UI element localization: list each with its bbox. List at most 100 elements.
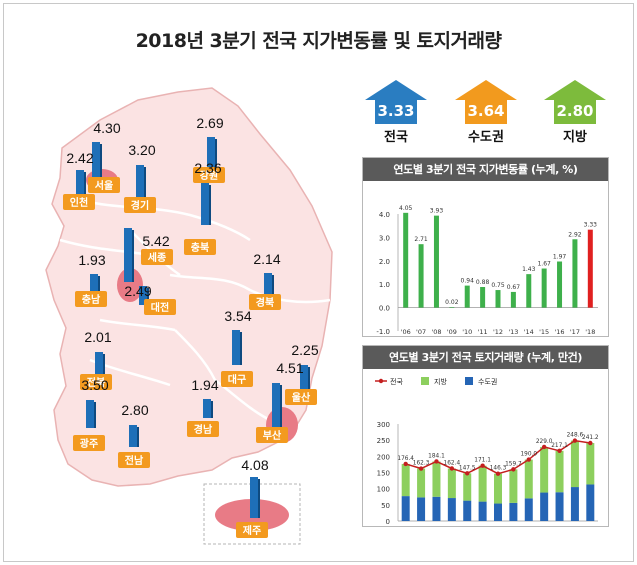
region-value: 5.42 xyxy=(142,233,169,249)
total-point xyxy=(526,457,531,462)
region-label-bg xyxy=(144,299,176,315)
total-point xyxy=(465,471,470,476)
region-label-bg xyxy=(80,374,112,390)
region-bar xyxy=(203,399,211,418)
summary-capital: 3.64 수도권 xyxy=(455,80,525,150)
bar-local xyxy=(586,443,595,485)
region-value: 2.14 xyxy=(253,251,280,267)
data-label: 1.97 xyxy=(553,254,567,261)
y-tick-label: 0.0 xyxy=(379,305,390,313)
x-tick-label: '16 xyxy=(555,525,565,526)
region-value: 2.80 xyxy=(121,402,148,418)
data-label: 190.0 xyxy=(520,452,537,458)
total-point xyxy=(480,463,485,468)
region-bar xyxy=(272,383,280,427)
region-bar xyxy=(136,165,144,200)
region-label: 서울 xyxy=(95,179,113,192)
x-tick-label: '13 xyxy=(508,525,518,526)
region-label: 광주 xyxy=(80,438,98,450)
data-label: 1.43 xyxy=(522,266,536,273)
region-label-bg xyxy=(75,291,107,307)
legend-swatch xyxy=(465,377,473,385)
region-bar-side xyxy=(100,144,102,188)
data-label: 159.7 xyxy=(505,461,522,467)
total-point xyxy=(541,444,547,450)
bar-local xyxy=(463,473,472,501)
region-value: 3.50 xyxy=(81,377,108,393)
legend-label: 전국 xyxy=(390,377,403,386)
region-label-bg xyxy=(124,197,156,213)
region-bar xyxy=(124,228,132,282)
y-tick-label: 200 xyxy=(377,453,390,461)
bar xyxy=(464,285,470,308)
y-tick-label: 4.0 xyxy=(379,211,390,219)
summary-national: 3.33 전국 xyxy=(365,80,435,150)
total-point xyxy=(403,461,408,467)
x-tick-label: '08 xyxy=(431,525,441,526)
region-bar xyxy=(300,365,308,402)
region-bar-side xyxy=(258,479,260,518)
region-marker-6: 5.42 세종 xyxy=(124,228,173,282)
data-label: 2.71 xyxy=(414,236,428,243)
bar-capital xyxy=(509,502,518,521)
bar-local xyxy=(555,450,564,493)
region-bar-side xyxy=(84,172,86,195)
bar-local xyxy=(540,446,549,493)
region-label: 충남 xyxy=(82,293,101,306)
region-value: 1.93 xyxy=(78,252,105,268)
land-trade-chart: 전국 지방 수도권 300 250 200 150 100 50 0 '06 '07 '08 '09 '10… xyxy=(375,377,599,526)
data-label: 217.1 xyxy=(551,443,568,449)
bar-capital xyxy=(570,487,579,521)
data-label: 162.4 xyxy=(444,460,461,466)
region-value: 1.94 xyxy=(191,377,218,393)
bar xyxy=(572,239,578,308)
region-label: 울산 xyxy=(292,391,311,404)
region-label: 전북 xyxy=(87,376,105,389)
region-bar xyxy=(139,286,147,305)
bar xyxy=(480,287,486,308)
y-tick-label: -1.0 xyxy=(376,328,390,336)
bar-capital xyxy=(417,497,426,521)
x-tick-label: '17 xyxy=(570,525,580,526)
data-label: 229.0 xyxy=(536,439,553,445)
data-label: 171.1 xyxy=(474,458,491,464)
bar-capital xyxy=(586,484,595,521)
summary-value: 3.33 xyxy=(377,102,415,120)
region-label-bg xyxy=(184,239,216,255)
region-label-bg xyxy=(141,249,173,265)
y-tick-label: 100 xyxy=(377,486,390,494)
region-label: 전남 xyxy=(125,454,144,467)
total-point xyxy=(511,467,516,472)
region-bar xyxy=(201,183,209,225)
data-label: 3.93 xyxy=(430,208,444,215)
summary-local: 2.80 지방 xyxy=(544,80,614,150)
land-price-chart: 4.0 3.0 2.0 1.0 0.0 -1.0 4.05 '06 2.71 '07 3.93 '08… xyxy=(376,205,598,336)
region-bar-side xyxy=(147,288,149,305)
region-value: 2.01 xyxy=(84,329,111,345)
region-marker-11: 3.54 대구 xyxy=(221,308,253,387)
x-tick-label: '11 xyxy=(478,328,488,336)
bar-local xyxy=(494,473,502,504)
data-label: 3.33 xyxy=(584,222,598,229)
x-tick-label: '18 xyxy=(585,328,595,336)
bar-local xyxy=(524,459,533,499)
x-tick-label: '07 xyxy=(416,525,426,526)
data-label: 0.67 xyxy=(507,284,521,291)
data-label: 146.3 xyxy=(490,466,507,472)
total-point xyxy=(449,466,455,471)
data-label: 248.6 xyxy=(567,433,584,439)
region-label-bg xyxy=(187,421,219,437)
bar-capital xyxy=(447,498,456,521)
region-marker-9: 2.14 경북 xyxy=(249,251,281,310)
bar xyxy=(510,291,516,308)
region-label: 경북 xyxy=(256,296,274,309)
x-tick-label: '14 xyxy=(524,525,534,526)
x-tick-label: '09 xyxy=(447,328,457,336)
region-bar xyxy=(90,274,98,300)
bar-local xyxy=(478,465,487,502)
region-bar xyxy=(250,477,258,518)
region-value: 3.20 xyxy=(128,142,155,158)
bar-capital xyxy=(401,496,410,521)
region-label: 강원 xyxy=(200,169,218,182)
